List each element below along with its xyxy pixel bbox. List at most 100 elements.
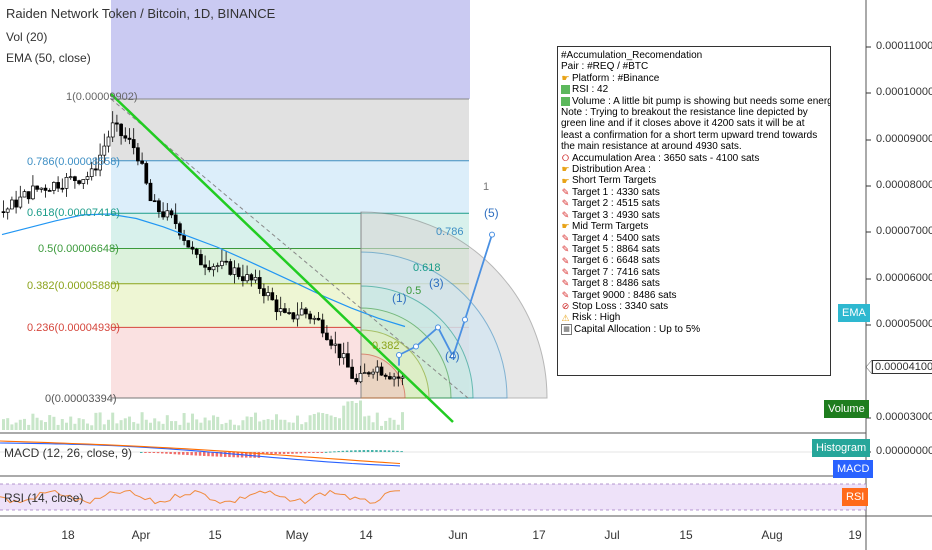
note-text: Capital Allocation : Up to 5%: [574, 323, 701, 335]
note-line: ⊘ Stop Loss : 3340 sats: [561, 301, 827, 312]
wave-label-5: (5): [484, 206, 499, 220]
macd-histogram-bar: [387, 450, 391, 452]
macd-study-label[interactable]: MACD (12, 26, close, 9): [4, 446, 133, 460]
candle-body: [350, 366, 354, 379]
macd-histogram-bar: [140, 452, 143, 453]
date-tick-label: 17: [532, 528, 546, 542]
rsi-band: [0, 484, 866, 510]
macd-histogram-bar: [232, 452, 235, 458]
volume-bar: [44, 422, 47, 430]
volume-bar: [35, 417, 39, 430]
note-line: ✎ Target 8 : 8486 sats: [561, 278, 827, 289]
candle-body: [228, 261, 233, 275]
volume-bar: [212, 415, 215, 430]
candle-body: [190, 246, 195, 250]
candle-body: [199, 254, 203, 266]
volume-bar: [333, 417, 337, 430]
projection-point: [413, 343, 419, 350]
candle-body: [362, 372, 367, 374]
candle-body: [31, 185, 35, 200]
candle-body: [152, 200, 157, 203]
macd-histogram-bar: [182, 452, 185, 455]
projection-point: [489, 231, 495, 238]
note-line: ✎ Target 6 : 6648 sats: [561, 255, 827, 266]
candle-body: [43, 187, 48, 191]
candle-body: [245, 274, 249, 282]
candle-body: [194, 248, 199, 255]
rsi-study-label[interactable]: RSI (14, close): [4, 491, 84, 505]
candle-body: [308, 313, 312, 320]
volume-bar: [237, 425, 241, 430]
note-line: ✎ Target 3 : 4930 sats: [561, 210, 827, 221]
volume-bar: [325, 413, 329, 430]
note-line: ⭘ Accumulation Area : 3650 sats - 4100 sa…: [561, 153, 827, 164]
macd-pane[interactable]: [0, 440, 866, 467]
note-text: Mid Term Targets: [572, 221, 649, 233]
projection-point: [450, 353, 456, 360]
pushpin-icon: ✎: [561, 198, 570, 209]
candle-body: [270, 292, 275, 301]
candle-body: [371, 371, 375, 375]
candle-body: [215, 265, 220, 267]
volume-bar: [392, 419, 396, 430]
ema-line[interactable]: [1, 213, 406, 328]
volume-bar: [161, 423, 165, 430]
date-tick-label: 14: [359, 528, 373, 542]
volume-bar: [241, 420, 245, 430]
candle-body: [127, 137, 132, 140]
volume-bar: [111, 412, 115, 430]
macd-tag[interactable]: MACD: [833, 460, 874, 478]
analysis-note-box[interactable]: #Accumulation_Recomendation Pair : #REQ …: [557, 46, 831, 376]
macd-histogram-bar: [337, 451, 340, 453]
macd-histogram-bar: [324, 451, 328, 453]
fan-label-0618: 0.618: [413, 262, 441, 274]
volume-bar: [31, 413, 35, 430]
green-resistance-trendline[interactable]: [110, 93, 454, 423]
volume-bar: [39, 420, 43, 430]
volume-bar: [220, 424, 224, 430]
volume-bar: [321, 413, 325, 430]
green-check-icon: [561, 96, 570, 106]
rsi-tag[interactable]: RSI: [842, 488, 869, 506]
fib-speed-fan[interactable]: [360, 211, 548, 399]
rsi-line[interactable]: [0, 489, 401, 505]
purple-range-box[interactable]: [111, 0, 470, 99]
volume-study-label[interactable]: Vol (20): [6, 30, 48, 44]
volume-bar: [157, 421, 161, 430]
volume-bar: [170, 421, 173, 430]
volume-bar: [52, 416, 56, 430]
macd-histogram-bar: [303, 452, 307, 454]
macd-histogram-bar: [379, 450, 382, 452]
macd-histogram-bar: [144, 452, 147, 453]
note-line: ☛ Mid Term Targets: [561, 221, 827, 232]
volume-bar: [296, 415, 299, 430]
price-tick-label: 0.00000000: [876, 445, 932, 457]
candle-body: [5, 208, 10, 213]
volume-bar: [69, 416, 73, 430]
volume-tag[interactable]: Volume: [824, 400, 869, 418]
candle-body: [392, 376, 396, 380]
macd-histogram-bar: [396, 450, 399, 452]
histogram-tag[interactable]: Histogram: [812, 439, 871, 457]
ema-tag[interactable]: EMA: [838, 304, 870, 322]
fib-trend-dashed-line[interactable]: [110, 98, 469, 399]
macd-signal-line: [0, 440, 401, 465]
candle-body: [383, 374, 388, 377]
volume-bar: [388, 417, 392, 430]
macd-histogram-bar: [203, 452, 206, 456]
macd-histogram-bar: [186, 452, 189, 456]
note-text: Target 5 : 8864 sats: [572, 243, 660, 255]
candle-body: [85, 176, 90, 180]
macd-histogram-bar: [362, 450, 366, 452]
volume-bar: [279, 419, 283, 430]
note-line: ✎ Target 5 : 8864 sats: [561, 244, 827, 255]
macd-line: [0, 442, 401, 467]
ema-study-label[interactable]: EMA (50, close): [6, 51, 91, 65]
candle-body: [98, 154, 102, 171]
candle-body: [388, 376, 392, 380]
candle-body: [257, 277, 262, 289]
macd-histogram-bar: [383, 450, 387, 452]
wave-label-4: (4): [445, 349, 460, 363]
macd-histogram-bar: [341, 450, 345, 452]
